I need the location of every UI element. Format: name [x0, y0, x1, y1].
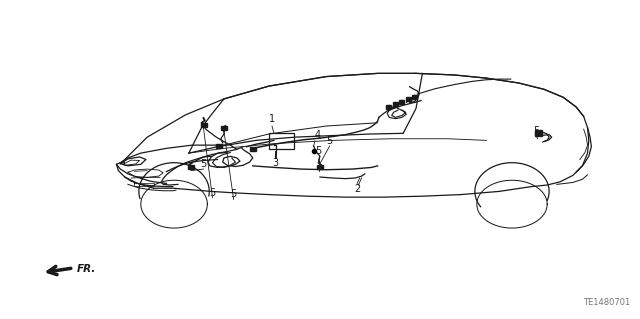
Text: FR.: FR. [77, 263, 96, 274]
Bar [393, 102, 398, 106]
Bar [269, 133, 294, 149]
Text: 4: 4 [315, 130, 321, 140]
Bar [200, 123, 207, 127]
Text: 1: 1 [269, 115, 275, 124]
Text: 5: 5 [316, 146, 322, 156]
Bar [406, 97, 411, 101]
Text: 3: 3 [272, 158, 278, 168]
Bar [399, 100, 404, 104]
Bar [412, 95, 417, 99]
Bar [221, 126, 227, 130]
Bar [317, 166, 323, 169]
Text: TE1480701: TE1480701 [583, 298, 630, 307]
Text: 2: 2 [354, 184, 360, 194]
Text: 5: 5 [200, 159, 207, 169]
Text: 5: 5 [326, 136, 333, 146]
Text: 5: 5 [230, 189, 237, 199]
Bar [534, 130, 541, 136]
Bar [216, 144, 222, 148]
Bar [188, 166, 194, 169]
Bar [250, 147, 256, 151]
Text: 5: 5 [209, 188, 216, 198]
Bar [387, 105, 392, 109]
Text: 5: 5 [533, 126, 540, 136]
